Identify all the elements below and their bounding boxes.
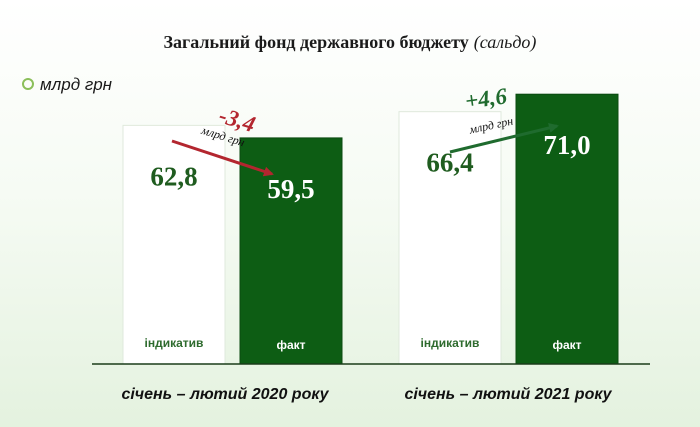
category-label-2021: січень – лютий 2021 року [404,386,612,403]
category-label-2020: січень – лютий 2020 року [121,386,329,403]
bar-series-label-0-0: індикатив [145,336,204,350]
chart-subtitle: (сальдо) [474,32,537,53]
unit-label: млрд грн [40,75,113,94]
bar-value-label-1-1: 71,0 [543,130,590,160]
bar-actual-0 [239,137,343,365]
change-value-2021: +4,6 [463,83,508,114]
bar-indicative-1 [398,111,502,365]
bar-series-label-1-0: факт [276,338,305,352]
chart-title: Загальний фонд державного бюджету (сальдо… [164,32,537,53]
change-arrow-down [171,139,274,177]
bar-series-label-0-1: індикатив [421,336,480,350]
bar-value-label-1-0: 59,5 [267,174,314,204]
bar-indicative-0 [122,124,226,365]
bar-value-label-0-0: 62,8 [150,161,197,191]
bar-series-label-1-1: факт [552,338,581,352]
chart-title-main: Загальний фонд державного бюджету [164,32,469,52]
bars-layer: 62,8 індикатив 59,5 факт 66,4 індикатив 71,0 фа… [122,93,619,365]
bar-value-label-0-1: 66,4 [426,148,473,178]
legend-bullet-icon [22,78,34,90]
change-arrow-up [449,123,559,154]
bar-actual-1 [515,93,619,365]
